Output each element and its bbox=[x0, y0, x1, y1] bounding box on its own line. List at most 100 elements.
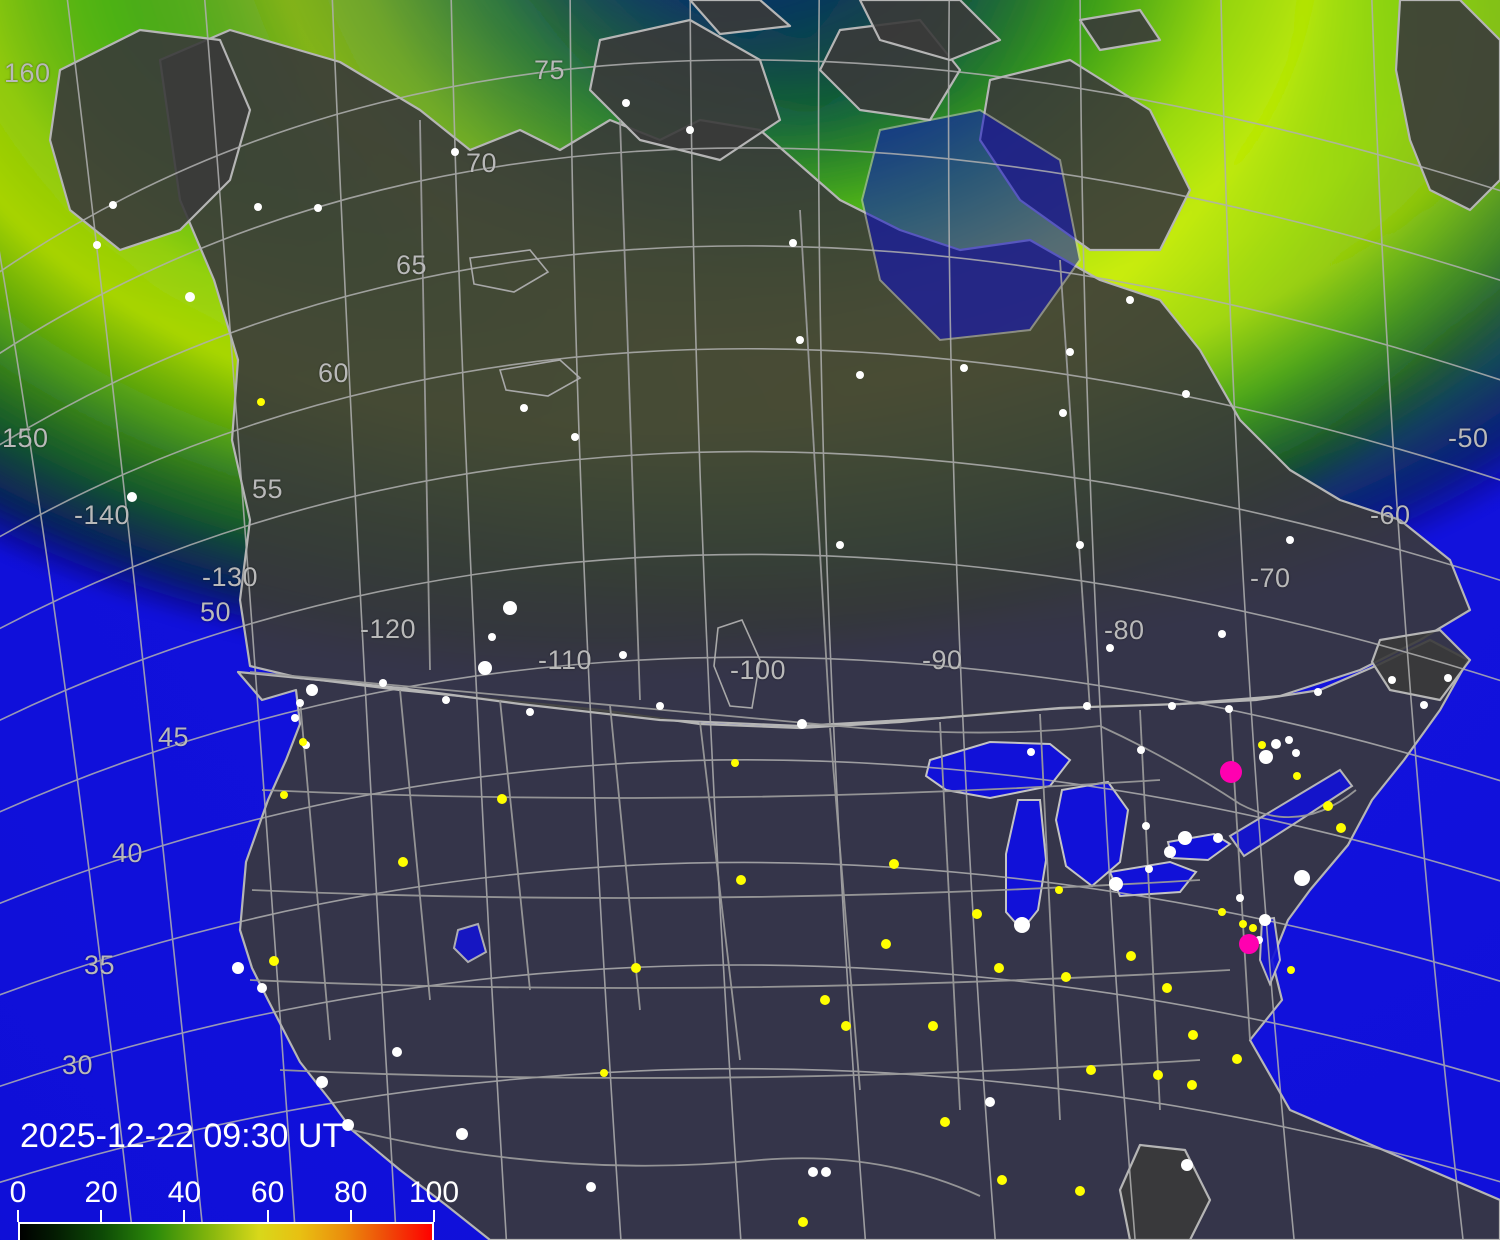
station-marker-yellow[interactable] bbox=[940, 1117, 950, 1127]
station-marker-white[interactable] bbox=[296, 699, 304, 707]
station-marker-white[interactable] bbox=[306, 684, 318, 696]
station-marker-yellow[interactable] bbox=[269, 956, 279, 966]
station-marker-yellow[interactable] bbox=[1218, 908, 1226, 916]
station-marker-white[interactable] bbox=[1285, 736, 1293, 744]
station-marker-white[interactable] bbox=[789, 239, 797, 247]
station-marker-white[interactable] bbox=[1126, 296, 1134, 304]
station-marker-yellow[interactable] bbox=[1126, 951, 1136, 961]
station-marker-white[interactable] bbox=[314, 204, 322, 212]
station-marker-white[interactable] bbox=[1259, 750, 1273, 764]
station-marker-white[interactable] bbox=[571, 433, 579, 441]
station-marker-white[interactable] bbox=[316, 1076, 328, 1088]
station-marker-yellow[interactable] bbox=[1287, 966, 1295, 974]
station-marker-white[interactable] bbox=[1314, 688, 1322, 696]
station-marker-white[interactable] bbox=[797, 719, 807, 729]
station-marker-white[interactable] bbox=[503, 601, 517, 615]
station-marker-yellow[interactable] bbox=[631, 963, 641, 973]
station-marker-white[interactable] bbox=[392, 1047, 402, 1057]
station-marker-white[interactable] bbox=[1181, 1159, 1193, 1171]
station-marker-white[interactable] bbox=[1218, 630, 1226, 638]
station-marker-white[interactable] bbox=[622, 99, 630, 107]
station-marker-white[interactable] bbox=[1213, 833, 1223, 843]
station-marker-white[interactable] bbox=[1168, 702, 1176, 710]
station-marker-white[interactable] bbox=[1420, 701, 1428, 709]
station-marker-yellow[interactable] bbox=[280, 791, 288, 799]
station-marker-white[interactable] bbox=[1109, 877, 1123, 891]
station-marker-yellow[interactable] bbox=[398, 857, 408, 867]
station-marker-white[interactable] bbox=[1286, 536, 1294, 544]
station-marker-white[interactable] bbox=[1444, 674, 1452, 682]
station-marker-white[interactable] bbox=[1164, 846, 1176, 858]
station-marker-magenta[interactable] bbox=[1239, 934, 1259, 954]
station-marker-white[interactable] bbox=[127, 492, 137, 502]
station-marker-white[interactable] bbox=[656, 702, 664, 710]
station-marker-white[interactable] bbox=[1083, 702, 1091, 710]
station-marker-yellow[interactable] bbox=[798, 1217, 808, 1227]
station-marker-yellow[interactable] bbox=[299, 738, 307, 746]
station-marker-white[interactable] bbox=[520, 404, 528, 412]
station-marker-yellow[interactable] bbox=[1153, 1070, 1163, 1080]
station-marker-yellow[interactable] bbox=[1162, 983, 1172, 993]
station-marker-white[interactable] bbox=[1271, 739, 1281, 749]
station-marker-white[interactable] bbox=[379, 679, 387, 687]
station-marker-white[interactable] bbox=[960, 364, 968, 372]
station-marker-yellow[interactable] bbox=[820, 995, 830, 1005]
station-marker-yellow[interactable] bbox=[1075, 1186, 1085, 1196]
station-marker-white[interactable] bbox=[442, 696, 450, 704]
station-marker-yellow[interactable] bbox=[928, 1021, 938, 1031]
station-marker-white[interactable] bbox=[342, 1119, 354, 1131]
station-marker-white[interactable] bbox=[1182, 390, 1190, 398]
station-marker-white[interactable] bbox=[1294, 870, 1310, 886]
station-marker-white[interactable] bbox=[1225, 705, 1233, 713]
station-marker-yellow[interactable] bbox=[994, 963, 1004, 973]
station-marker-yellow[interactable] bbox=[1239, 920, 1247, 928]
station-marker-white[interactable] bbox=[1142, 822, 1150, 830]
station-marker-yellow[interactable] bbox=[1086, 1065, 1096, 1075]
station-marker-white[interactable] bbox=[291, 714, 299, 722]
station-marker-white[interactable] bbox=[232, 962, 244, 974]
station-marker-white[interactable] bbox=[451, 148, 459, 156]
station-marker-white[interactable] bbox=[586, 1182, 596, 1192]
station-marker-white[interactable] bbox=[478, 661, 492, 675]
station-marker-white[interactable] bbox=[808, 1167, 818, 1177]
station-marker-yellow[interactable] bbox=[1293, 772, 1301, 780]
station-marker-yellow[interactable] bbox=[1232, 1054, 1242, 1064]
station-marker-yellow[interactable] bbox=[1188, 1030, 1198, 1040]
station-marker-yellow[interactable] bbox=[731, 759, 739, 767]
station-marker-yellow[interactable] bbox=[1258, 741, 1266, 749]
station-marker-white[interactable] bbox=[1255, 936, 1263, 944]
station-marker-white[interactable] bbox=[836, 541, 844, 549]
station-marker-white[interactable] bbox=[1059, 409, 1067, 417]
station-marker-white[interactable] bbox=[985, 1097, 995, 1107]
station-marker-white[interactable] bbox=[1178, 831, 1192, 845]
station-marker-white[interactable] bbox=[1259, 914, 1271, 926]
station-marker-yellow[interactable] bbox=[1187, 1080, 1197, 1090]
station-marker-yellow[interactable] bbox=[997, 1175, 1007, 1185]
station-marker-white[interactable] bbox=[1137, 746, 1145, 754]
station-marker-white[interactable] bbox=[1076, 541, 1084, 549]
station-marker-white[interactable] bbox=[686, 126, 694, 134]
station-marker-white[interactable] bbox=[1388, 676, 1396, 684]
station-marker-white[interactable] bbox=[456, 1128, 468, 1140]
station-marker-yellow[interactable] bbox=[1055, 886, 1063, 894]
station-marker-white[interactable] bbox=[1292, 749, 1300, 757]
station-marker-white[interactable] bbox=[619, 651, 627, 659]
station-marker-yellow[interactable] bbox=[1336, 823, 1346, 833]
station-marker-yellow[interactable] bbox=[881, 939, 891, 949]
station-marker-white[interactable] bbox=[257, 983, 267, 993]
station-marker-white[interactable] bbox=[1236, 894, 1244, 902]
station-marker-white[interactable] bbox=[1145, 865, 1153, 873]
station-marker-white[interactable] bbox=[488, 633, 496, 641]
station-marker-white[interactable] bbox=[1027, 748, 1035, 756]
station-marker-white[interactable] bbox=[1066, 348, 1074, 356]
station-marker-yellow[interactable] bbox=[889, 859, 899, 869]
station-marker-yellow[interactable] bbox=[1249, 924, 1257, 932]
station-marker-white[interactable] bbox=[185, 292, 195, 302]
station-marker-white[interactable] bbox=[526, 708, 534, 716]
station-marker-white[interactable] bbox=[254, 203, 262, 211]
station-marker-white[interactable] bbox=[1106, 644, 1114, 652]
station-marker-yellow[interactable] bbox=[972, 909, 982, 919]
station-marker-yellow[interactable] bbox=[1323, 801, 1333, 811]
station-marker-yellow[interactable] bbox=[600, 1069, 608, 1077]
station-marker-yellow[interactable] bbox=[257, 398, 265, 406]
